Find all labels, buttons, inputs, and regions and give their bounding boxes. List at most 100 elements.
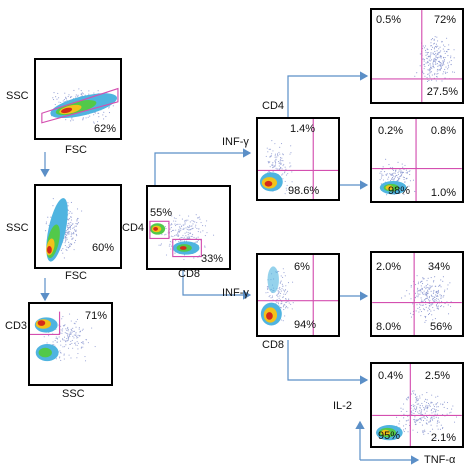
event-dot: [169, 228, 171, 230]
event-dot: [434, 318, 436, 320]
event-dot: [77, 352, 79, 355]
event-dot: [67, 327, 69, 329]
event-dot: [274, 153, 276, 155]
event-dot: [288, 302, 290, 304]
event-dot: [272, 161, 274, 164]
event-dot: [272, 167, 274, 169]
event-dot: [68, 233, 70, 235]
event-dot: [200, 221, 202, 224]
event-dot: [190, 225, 192, 227]
event-dot: [435, 416, 437, 418]
event-dot: [74, 342, 76, 344]
event-dot: [175, 220, 177, 222]
event-dot: [62, 316, 64, 318]
event-dot: [172, 235, 174, 238]
event-dot: [380, 171, 382, 173]
event-dot: [403, 417, 405, 419]
event-dot: [411, 390, 414, 392]
event-dot: [439, 428, 442, 430]
event-dot: [436, 307, 438, 309]
singlet-density: [45, 198, 83, 262]
event-dot: [76, 344, 78, 346]
event-dot: [427, 69, 429, 71]
event-dot: [434, 299, 436, 301]
event-dot: [427, 290, 429, 293]
event-dot: [411, 412, 413, 414]
event-dot: [178, 240, 180, 242]
event-dot: [408, 293, 410, 295]
event-dot: [84, 356, 86, 358]
event-dot: [82, 117, 84, 119]
event-dot: [62, 325, 65, 327]
event-dot: [198, 255, 200, 257]
event-dot: [66, 234, 68, 236]
event-dot: [70, 328, 72, 330]
event-dot: [291, 181, 293, 183]
event-dot: [282, 285, 284, 287]
event-dot: [423, 433, 425, 435]
event-dot: [289, 166, 291, 168]
event-dot: [81, 92, 83, 94]
event-dot: [192, 233, 194, 236]
event-dot: [431, 394, 433, 396]
event-dot: [94, 112, 97, 114]
event-dot: [194, 226, 196, 228]
event-dot: [453, 421, 456, 423]
event-dot: [277, 153, 279, 155]
event-dot: [58, 97, 60, 99]
q4-yaxis-label: IL-2: [333, 400, 352, 412]
event-dot: [105, 115, 107, 118]
event-dot: [271, 140, 273, 142]
event-dot: [269, 148, 271, 150]
event-dot: [196, 221, 198, 224]
event-dot: [176, 232, 179, 234]
event-dot: [434, 413, 436, 415]
event-dot: [403, 176, 405, 179]
event-dot: [168, 245, 170, 247]
event-dot: [434, 63, 436, 65]
event-dot: [437, 409, 439, 412]
event-dot: [197, 231, 199, 233]
event-dot: [430, 49, 433, 51]
event-dot: [68, 241, 70, 243]
q4-lr-pct: 2.1%: [430, 432, 456, 444]
event-dot: [405, 172, 407, 174]
event-dot: [416, 403, 418, 405]
event-dot: [434, 50, 436, 53]
q3-ll-pct: 8.0%: [376, 321, 402, 333]
event-dot: [70, 234, 72, 236]
event-dot: [82, 119, 84, 121]
event-dot: [410, 316, 413, 318]
event-dot: [433, 309, 435, 311]
event-dot: [52, 205, 54, 207]
event-dot: [279, 158, 282, 160]
event-dot: [178, 226, 181, 228]
event-dot: [449, 412, 451, 414]
event-dot: [282, 306, 284, 308]
event-dot: [432, 53, 434, 55]
event-dot: [425, 398, 427, 400]
event-dot: [404, 181, 406, 183]
event-dot: [179, 227, 181, 229]
event-dot: [76, 223, 78, 225]
event-dot: [169, 243, 171, 245]
event-dot: [385, 158, 387, 160]
event-dot: [447, 49, 449, 51]
event-dot: [183, 254, 186, 256]
event-dot: [446, 401, 449, 404]
event-dot: [429, 421, 431, 423]
event-dot: [408, 170, 410, 173]
event-dot: [267, 291, 269, 293]
event-dot: [277, 303, 280, 305]
event-dot: [279, 146, 281, 148]
event-dot: [418, 412, 420, 415]
event-dot: [266, 147, 268, 149]
event-dot: [73, 334, 75, 336]
event-dot: [428, 73, 430, 75]
event-dot: [181, 236, 183, 238]
event-dot: [443, 59, 446, 61]
event-dot: [441, 427, 444, 430]
event-dot: [278, 270, 280, 273]
event-dot: [266, 287, 268, 289]
event-dot: [186, 228, 188, 231]
